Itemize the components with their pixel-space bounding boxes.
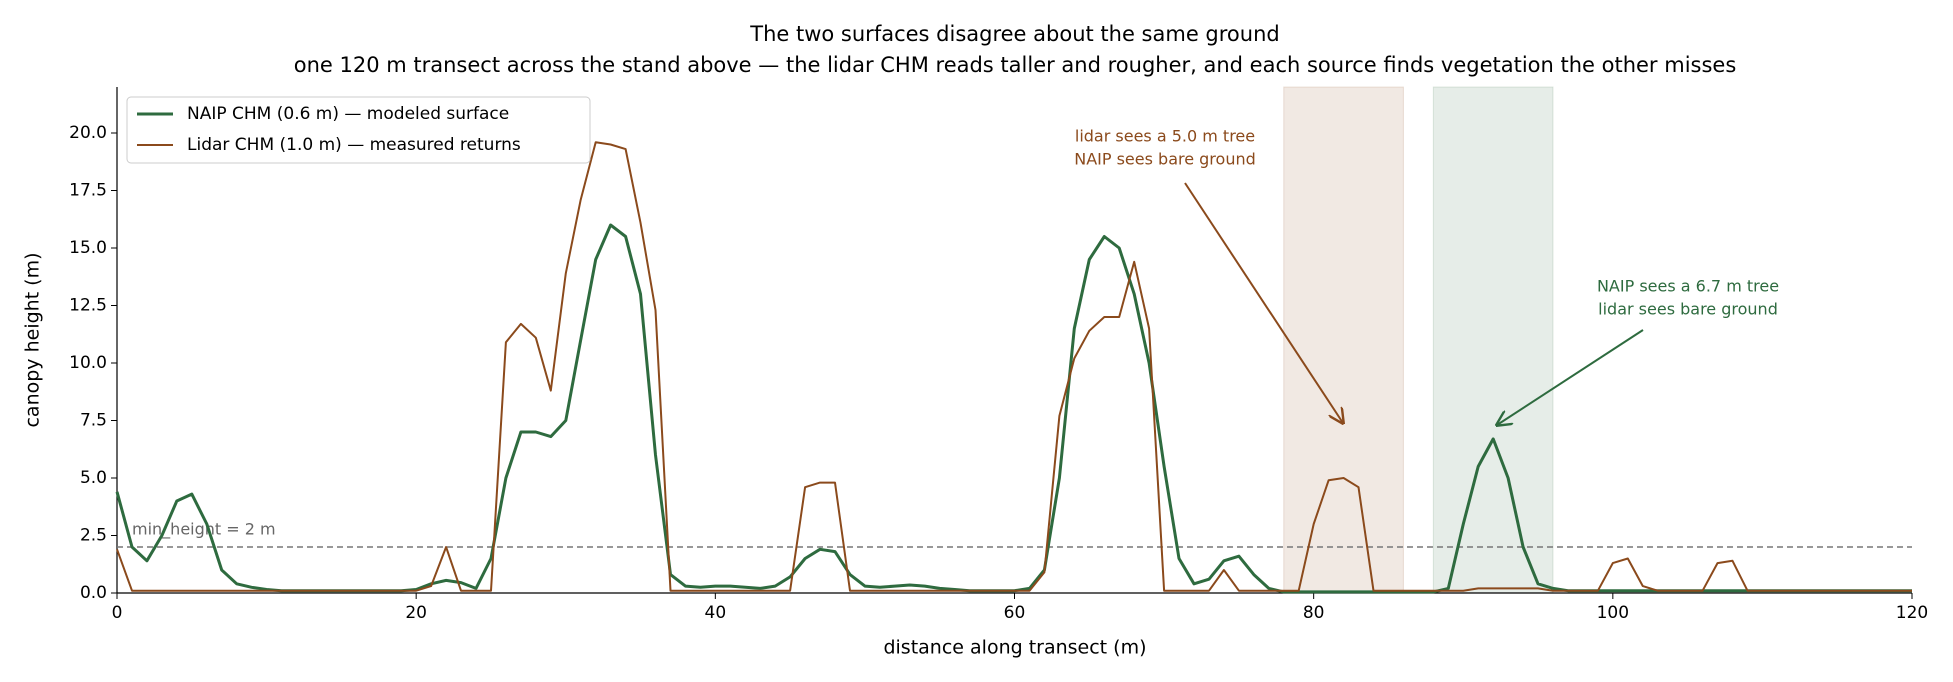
annotation-text: NAIP sees bare ground — [1074, 150, 1256, 169]
x-tick-label: 120 — [1896, 603, 1928, 623]
x-tick-label: 100 — [1597, 603, 1629, 623]
y-tick-label: 15.0 — [69, 238, 107, 258]
y-axis-label: canopy height (m) — [22, 252, 44, 427]
x-axis-label: distance along transect (m) — [883, 637, 1146, 659]
legend-label: Lidar CHM (1.0 m) — measured returns — [187, 135, 521, 155]
threshold-label: min_height = 2 m — [132, 520, 276, 540]
y-tick-label: 7.5 — [80, 411, 107, 431]
chart-title: The two surfaces disagree about the same… — [749, 22, 1279, 46]
annotation-text: lidar sees a 5.0 m tree — [1075, 127, 1255, 146]
y-tick-label: 2.5 — [80, 526, 107, 546]
highlight-span — [1432, 86, 1554, 594]
y-tick-label: 10.0 — [69, 353, 107, 373]
y-tick-label: 0.0 — [80, 583, 107, 603]
annotation-text: lidar sees bare ground — [1598, 300, 1778, 319]
chart-subtitle: one 120 m transect across the stand abov… — [294, 53, 1737, 77]
annotation-arrow — [1184, 182, 1343, 423]
x-tick-label: 40 — [705, 603, 727, 623]
annotation-text: NAIP sees a 6.7 m tree — [1597, 277, 1779, 296]
y-tick-label: 20.0 — [69, 123, 107, 143]
legend-box — [126, 96, 591, 164]
x-tick-label: 60 — [1004, 603, 1026, 623]
x-tick-label: 20 — [405, 603, 427, 623]
y-tick-label: 5.0 — [80, 468, 107, 488]
x-tick-label: 80 — [1303, 603, 1325, 623]
x-tick-label: 0 — [112, 603, 123, 623]
y-tick-label: 17.5 — [69, 181, 107, 201]
highlight-span — [1283, 86, 1404, 594]
series-line — [116, 141, 1912, 592]
legend-label: NAIP CHM (0.6 m) — modeled surface — [187, 104, 509, 124]
y-tick-label: 12.5 — [69, 296, 107, 316]
annotation-arrow — [1497, 329, 1644, 425]
